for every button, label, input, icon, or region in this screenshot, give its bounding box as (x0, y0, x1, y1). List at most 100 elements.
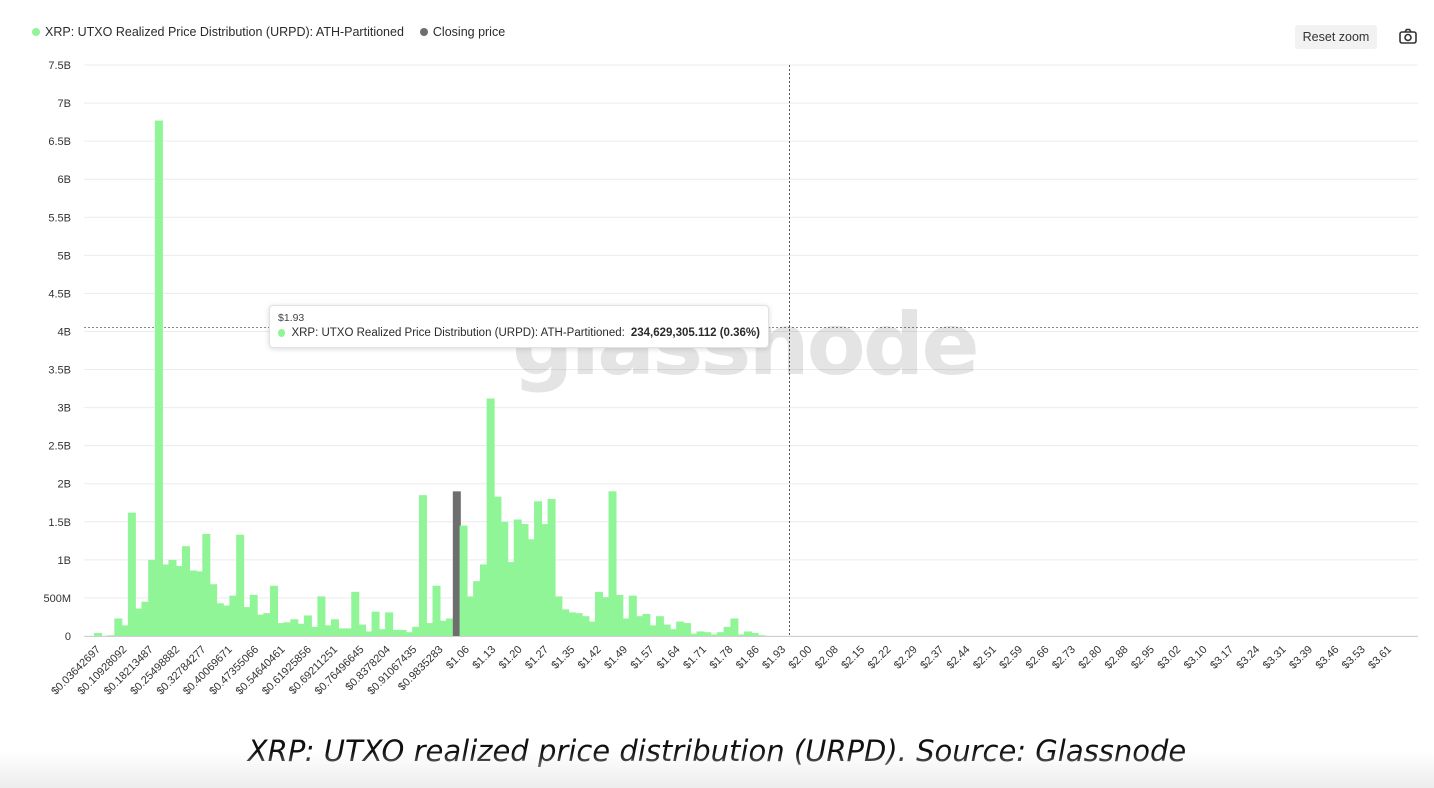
urpd-bar[interactable] (439, 620, 448, 636)
urpd-bar[interactable] (622, 618, 631, 636)
urpd-bar[interactable] (527, 539, 536, 636)
urpd-bar[interactable] (202, 533, 211, 636)
urpd-bar[interactable] (283, 622, 292, 636)
urpd-bar[interactable] (330, 619, 339, 636)
urpd-bar[interactable] (418, 495, 427, 636)
urpd-bar[interactable] (642, 613, 651, 636)
urpd-bar[interactable] (513, 519, 522, 636)
urpd-bar[interactable] (676, 621, 685, 636)
urpd-bar[interactable] (175, 565, 184, 636)
urpd-bar[interactable] (561, 609, 570, 636)
urpd-bar[interactable] (182, 546, 191, 636)
urpd-bar[interactable] (385, 612, 394, 636)
urpd-bar[interactable] (486, 398, 495, 636)
urpd-bar[interactable] (662, 624, 671, 636)
urpd-bar[interactable] (114, 618, 123, 636)
urpd-bar[interactable] (703, 632, 712, 636)
urpd-bar[interactable] (459, 525, 468, 636)
urpd-bar[interactable] (378, 629, 387, 636)
urpd-bar[interactable] (398, 629, 407, 636)
urpd-bar[interactable] (500, 521, 509, 636)
urpd-bar[interactable] (757, 635, 766, 637)
urpd-bar[interactable] (608, 491, 617, 636)
urpd-bar[interactable] (554, 596, 563, 636)
urpd-bar[interactable] (195, 571, 204, 636)
reset-zoom-button[interactable]: Reset zoom (1295, 25, 1377, 49)
camera-icon[interactable] (1399, 28, 1417, 44)
urpd-bar[interactable] (337, 628, 346, 636)
urpd-bar[interactable] (324, 625, 333, 636)
urpd-bar[interactable] (371, 611, 380, 636)
urpd-bar[interactable] (649, 625, 658, 636)
urpd-bar[interactable] (270, 585, 279, 636)
urpd-bar[interactable] (412, 626, 421, 636)
urpd-bar[interactable] (696, 631, 705, 636)
urpd-bar[interactable] (188, 570, 197, 636)
urpd-bar[interactable] (723, 626, 732, 636)
urpd-bar[interactable] (121, 625, 130, 636)
urpd-bar[interactable] (236, 534, 245, 636)
urpd-bar[interactable] (534, 501, 543, 636)
urpd-bar[interactable] (547, 498, 556, 636)
urpd-bar[interactable] (669, 629, 678, 636)
urpd-bar[interactable] (148, 559, 157, 636)
urpd-bar[interactable] (628, 595, 637, 636)
urpd-bar[interactable] (215, 603, 224, 636)
urpd-bar[interactable] (574, 613, 583, 636)
urpd-bar[interactable] (594, 591, 603, 636)
urpd-bar[interactable] (581, 616, 590, 636)
urpd-bar[interactable] (290, 619, 299, 636)
urpd-bar[interactable] (520, 524, 529, 636)
urpd-bar[interactable] (141, 601, 150, 636)
urpd-bar[interactable] (222, 605, 231, 636)
urpd-bar[interactable] (567, 612, 576, 636)
urpd-bar[interactable] (358, 624, 367, 636)
urpd-bar[interactable] (601, 597, 610, 636)
urpd-bar[interactable] (209, 584, 218, 636)
urpd-bar[interactable] (256, 614, 265, 636)
urpd-bar[interactable] (466, 596, 475, 636)
urpd-bar[interactable] (588, 621, 597, 636)
urpd-bar[interactable] (94, 632, 102, 636)
urpd-bar[interactable] (127, 512, 136, 636)
urpd-bar[interactable] (615, 594, 624, 636)
urpd-bar[interactable] (364, 631, 373, 636)
urpd-bar[interactable] (351, 591, 360, 636)
urpd-bar[interactable] (229, 595, 238, 636)
urpd-bar[interactable] (716, 632, 725, 636)
urpd-bar[interactable] (682, 623, 691, 636)
urpd-bar[interactable] (750, 632, 759, 636)
urpd-bar[interactable] (297, 623, 306, 636)
urpd-bar[interactable] (446, 618, 455, 636)
urpd-bar[interactable] (161, 564, 170, 636)
urpd-bar[interactable] (310, 626, 319, 636)
urpd-bar[interactable] (506, 562, 515, 636)
urpd-bar[interactable] (168, 559, 177, 636)
urpd-bar[interactable] (134, 608, 143, 636)
urpd-bar[interactable] (730, 618, 739, 636)
urpd-bar[interactable] (540, 524, 549, 636)
urpd-bar[interactable] (493, 496, 502, 636)
closing-price-bar[interactable] (452, 491, 461, 636)
urpd-bar[interactable] (344, 628, 353, 636)
urpd-bar[interactable] (473, 581, 482, 636)
urpd-bar[interactable] (303, 615, 312, 636)
urpd-bar[interactable] (710, 634, 719, 636)
urpd-bar[interactable] (689, 633, 698, 636)
urpd-bar[interactable] (242, 607, 251, 636)
urpd-bar[interactable] (391, 629, 400, 636)
urpd-bar[interactable] (107, 635, 116, 637)
urpd-bar[interactable] (405, 632, 414, 636)
urpd-bar[interactable] (317, 596, 326, 636)
urpd-bar[interactable] (263, 613, 272, 636)
urpd-bar[interactable] (276, 623, 285, 636)
urpd-bar[interactable] (425, 623, 434, 636)
urpd-bar[interactable] (743, 631, 752, 636)
legend-item-closing-price[interactable]: Closing price (419, 25, 505, 39)
urpd-bar[interactable] (154, 120, 163, 636)
urpd-bar[interactable] (737, 634, 746, 636)
urpd-bar[interactable] (655, 616, 664, 636)
urpd-bar[interactable] (635, 616, 644, 636)
urpd-bar[interactable] (479, 564, 488, 636)
urpd-bar[interactable] (432, 585, 441, 636)
